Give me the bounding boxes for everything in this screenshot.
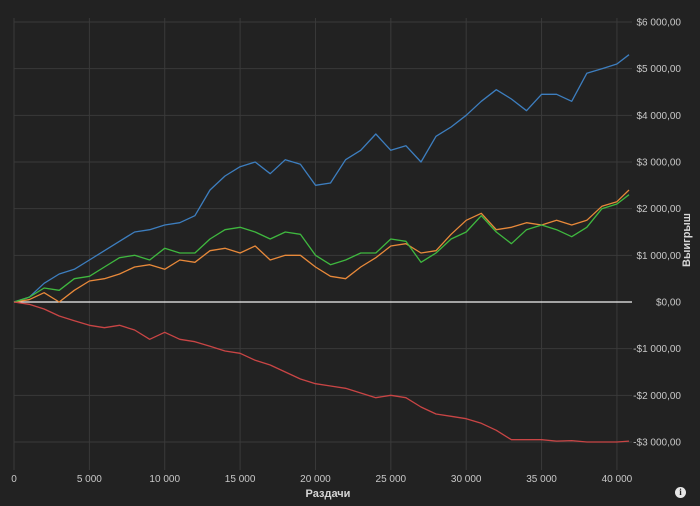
y-tick-label: $0,00 [656,298,681,309]
x-axis-title: Раздачи [306,488,351,500]
x-tick-label: 25 000 [376,474,407,485]
info-icon[interactable]: i [675,487,686,498]
x-tick-label: 10 000 [149,474,180,485]
x-tick-label: 0 [11,474,17,485]
series-lines [13,54,630,443]
y-axis-ticks: $6 000,00 $5 000,00 $4 000,00 $3 000,00 $2 0… [633,18,681,449]
x-tick-label: 20 000 [300,474,331,485]
x-tick-label: 40 000 [602,474,633,485]
series-line-2 [13,189,630,303]
y-tick-label: -$1 000,00 [633,344,681,355]
y-tick-label: $3 000,00 [637,158,682,169]
x-tick-label: 35 000 [526,474,557,485]
y-tick-label: $1 000,00 [637,251,682,262]
y-tick-label: -$3 000,00 [633,438,681,449]
x-tick-label: 5 000 [77,474,102,485]
y-axis-title: Выигрыш [681,213,693,267]
y-tick-label: $5 000,00 [637,64,682,75]
y-tick-label: $2 000,00 [637,204,682,215]
series-line-1 [13,54,630,303]
grid-lines [13,18,632,470]
x-tick-label: 15 000 [225,474,256,485]
y-tick-label: $6 000,00 [637,18,682,29]
y-tick-label: -$2 000,00 [633,391,681,402]
x-tick-label: 30 000 [451,474,482,485]
x-axis-ticks: 0 5 000 10 000 15 000 20 000 25 000 30 000 35 0… [11,474,632,485]
y-tick-label: $4 000,00 [637,111,682,122]
series-line-4 [13,301,630,443]
series-line-3 [13,194,630,303]
